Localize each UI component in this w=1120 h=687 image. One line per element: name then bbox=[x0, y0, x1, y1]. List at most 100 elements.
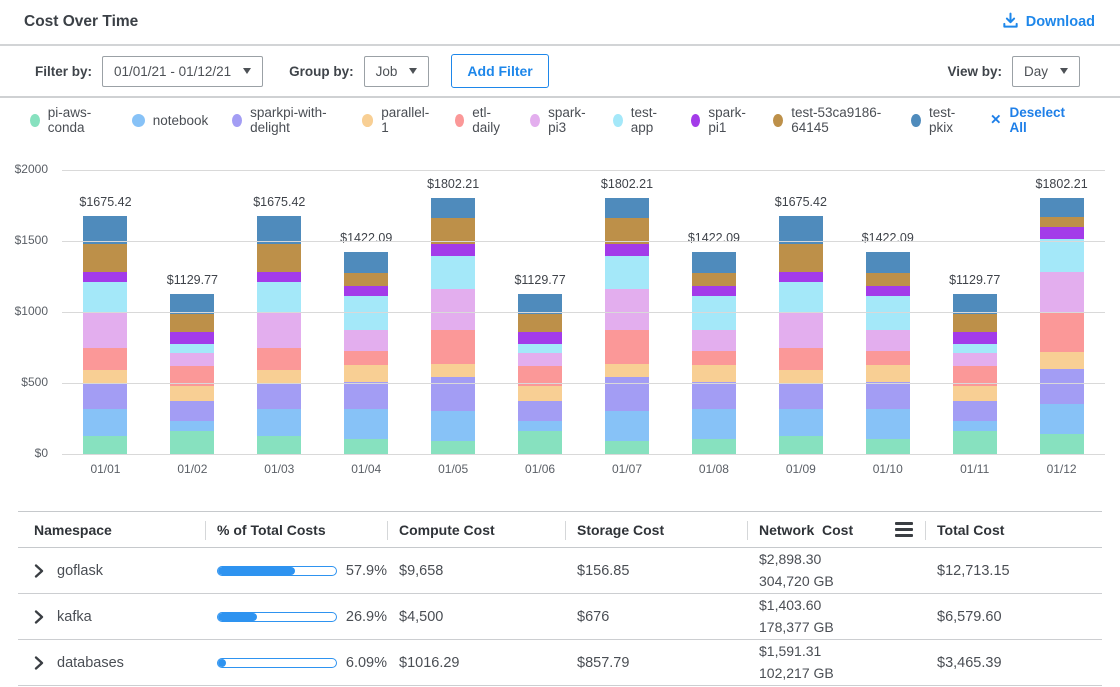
stacked-bar-01/07[interactable] bbox=[605, 198, 649, 454]
bar-segment-pi-aws-conda[interactable] bbox=[692, 439, 736, 454]
bar-segment-notebook[interactable] bbox=[605, 411, 649, 441]
bar-segment-sparkpi-with-delight[interactable] bbox=[518, 401, 562, 421]
bar-segment-notebook[interactable] bbox=[83, 409, 127, 437]
bar-segment-pi-aws-conda[interactable] bbox=[605, 441, 649, 454]
bar-segment-test-app[interactable] bbox=[170, 344, 214, 353]
bar-segment-sparkpi-with-delight[interactable] bbox=[257, 384, 301, 408]
col-header-network-cost[interactable]: Network Cost bbox=[747, 512, 925, 547]
bar-segment-notebook[interactable] bbox=[170, 421, 214, 431]
bar-segment-parallel-1[interactable] bbox=[344, 365, 388, 382]
bar-segment-sparkpi-with-delight[interactable] bbox=[83, 384, 127, 408]
bar-segment-notebook[interactable] bbox=[866, 409, 910, 440]
bar-segment-etl-daily[interactable] bbox=[83, 348, 127, 369]
date-range-select[interactable]: 01/01/21 - 01/12/21 bbox=[102, 56, 263, 87]
bar-segment-spark-pi1[interactable] bbox=[866, 286, 910, 296]
bar-segment-pi-aws-conda[interactable] bbox=[344, 439, 388, 454]
bar-segment-notebook[interactable] bbox=[779, 409, 823, 437]
group-by-select[interactable]: Job bbox=[364, 56, 430, 87]
col-header-storage-cost[interactable]: Storage Cost bbox=[565, 512, 747, 547]
legend-item-etl-daily[interactable]: etl-daily bbox=[455, 105, 507, 135]
bar-segment-spark-pi1[interactable] bbox=[953, 332, 997, 344]
stacked-bar-01/03[interactable] bbox=[257, 216, 301, 454]
col-header-namespace[interactable]: Namespace bbox=[18, 512, 205, 547]
stacked-bar-01/12[interactable] bbox=[1040, 198, 1084, 454]
stacked-bar-01/06[interactable] bbox=[518, 294, 562, 454]
bar-segment-test-pkix[interactable] bbox=[605, 198, 649, 218]
bar-segment-notebook[interactable] bbox=[431, 411, 475, 441]
bar-segment-parallel-1[interactable] bbox=[605, 364, 649, 377]
bar-segment-test-app[interactable] bbox=[1040, 239, 1084, 272]
bar-segment-pi-aws-conda[interactable] bbox=[431, 441, 475, 454]
bar-segment-test-app[interactable] bbox=[431, 256, 475, 289]
stacked-bar-01/02[interactable] bbox=[170, 294, 214, 454]
bar-segment-spark-pi1[interactable] bbox=[518, 332, 562, 344]
chevron-right-icon[interactable] bbox=[34, 564, 44, 578]
bar-segment-notebook[interactable] bbox=[344, 409, 388, 440]
bar-segment-spark-pi1[interactable] bbox=[83, 272, 127, 282]
bar-segment-parallel-1[interactable] bbox=[170, 386, 214, 402]
bar-segment-test-53ca9186-64145[interactable] bbox=[257, 244, 301, 272]
bar-segment-test-53ca9186-64145[interactable] bbox=[518, 314, 562, 332]
bar-segment-etl-daily[interactable] bbox=[779, 348, 823, 369]
bar-segment-etl-daily[interactable] bbox=[605, 330, 649, 364]
bar-segment-sparkpi-with-delight[interactable] bbox=[692, 382, 736, 408]
legend-item-spark-pi3[interactable]: spark-pi3 bbox=[530, 105, 589, 135]
bar-segment-pi-aws-conda[interactable] bbox=[518, 431, 562, 454]
stacked-bar-01/11[interactable] bbox=[953, 294, 997, 454]
stacked-bar-01/05[interactable] bbox=[431, 198, 475, 454]
legend-item-parallel-1[interactable]: parallel-1 bbox=[362, 105, 431, 135]
view-by-select[interactable]: Day bbox=[1012, 56, 1080, 87]
bar-segment-parallel-1[interactable] bbox=[692, 365, 736, 382]
bar-segment-test-app[interactable] bbox=[692, 296, 736, 329]
bar-segment-spark-pi3[interactable] bbox=[605, 289, 649, 330]
bar-segment-sparkpi-with-delight[interactable] bbox=[431, 377, 475, 411]
stacked-bar-01/01[interactable] bbox=[83, 216, 127, 454]
bar-segment-spark-pi3[interactable] bbox=[518, 353, 562, 366]
col-header-total-cost[interactable]: Total Cost bbox=[925, 512, 1102, 547]
legend-item-pi-aws-conda[interactable]: pi-aws-conda bbox=[30, 105, 108, 135]
namespace-cell[interactable]: databases bbox=[18, 640, 205, 685]
bar-segment-sparkpi-with-delight[interactable] bbox=[866, 382, 910, 408]
bar-segment-spark-pi3[interactable] bbox=[866, 330, 910, 351]
stacked-bar-01/09[interactable] bbox=[779, 216, 823, 454]
bar-segment-etl-daily[interactable] bbox=[692, 351, 736, 365]
bar-segment-spark-pi3[interactable] bbox=[779, 313, 823, 348]
bar-segment-spark-pi1[interactable] bbox=[431, 244, 475, 256]
add-filter-button[interactable]: Add Filter bbox=[451, 54, 548, 88]
bar-segment-test-app[interactable] bbox=[953, 344, 997, 353]
bar-segment-test-53ca9186-64145[interactable] bbox=[779, 244, 823, 272]
bar-segment-pi-aws-conda[interactable] bbox=[866, 439, 910, 454]
bar-segment-spark-pi3[interactable] bbox=[431, 289, 475, 330]
bar-segment-pi-aws-conda[interactable] bbox=[170, 431, 214, 454]
bar-segment-test-53ca9186-64145[interactable] bbox=[953, 314, 997, 332]
bar-segment-parallel-1[interactable] bbox=[953, 386, 997, 402]
bar-segment-test-53ca9186-64145[interactable] bbox=[1040, 217, 1084, 227]
bar-segment-test-53ca9186-64145[interactable] bbox=[83, 244, 127, 272]
bar-segment-pi-aws-conda[interactable] bbox=[953, 431, 997, 454]
bar-segment-test-53ca9186-64145[interactable] bbox=[344, 273, 388, 286]
legend-item-test-53ca9186-64145[interactable]: test-53ca9186-64145 bbox=[773, 105, 887, 135]
namespace-cell[interactable]: kafka bbox=[18, 594, 205, 639]
stacked-bar-01/10[interactable] bbox=[866, 252, 910, 454]
bar-segment-test-pkix[interactable] bbox=[257, 216, 301, 244]
bar-segment-test-pkix[interactable] bbox=[344, 252, 388, 273]
stacked-bar-01/04[interactable] bbox=[344, 252, 388, 454]
deselect-all-button[interactable]: ✕ Deselect All bbox=[990, 105, 1065, 135]
bar-segment-parallel-1[interactable] bbox=[1040, 352, 1084, 369]
bar-segment-notebook[interactable] bbox=[518, 421, 562, 431]
bar-segment-test-pkix[interactable] bbox=[779, 216, 823, 244]
bar-segment-sparkpi-with-delight[interactable] bbox=[779, 384, 823, 408]
namespace-cell[interactable]: goflask bbox=[18, 548, 205, 593]
bar-segment-test-app[interactable] bbox=[257, 282, 301, 314]
bar-segment-sparkpi-with-delight[interactable] bbox=[605, 377, 649, 411]
bar-segment-pi-aws-conda[interactable] bbox=[257, 436, 301, 454]
bar-segment-test-app[interactable] bbox=[518, 344, 562, 353]
legend-item-test-pkix[interactable]: test-pkix bbox=[911, 105, 966, 135]
bar-segment-test-pkix[interactable] bbox=[866, 252, 910, 273]
bar-segment-spark-pi3[interactable] bbox=[692, 330, 736, 351]
bar-segment-notebook[interactable] bbox=[1040, 404, 1084, 435]
bar-segment-spark-pi3[interactable] bbox=[344, 330, 388, 351]
bar-segment-test-app[interactable] bbox=[605, 256, 649, 289]
legend-item-spark-pi1[interactable]: spark-pi1 bbox=[691, 105, 750, 135]
bar-segment-test-pkix[interactable] bbox=[1040, 198, 1084, 217]
